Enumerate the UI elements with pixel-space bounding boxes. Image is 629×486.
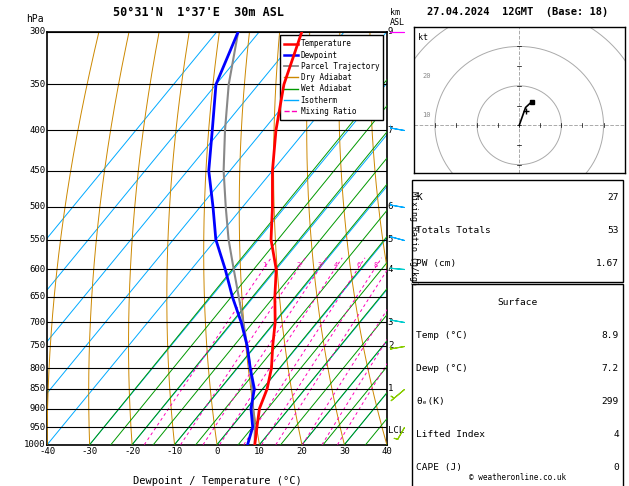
Text: 750: 750 — [30, 342, 45, 350]
Text: 450: 450 — [30, 166, 45, 175]
Text: 950: 950 — [30, 423, 45, 432]
Text: 800: 800 — [30, 364, 45, 373]
Text: 650: 650 — [30, 293, 45, 301]
Text: kt: kt — [418, 33, 428, 42]
Text: © weatheronline.co.uk: © weatheronline.co.uk — [469, 473, 566, 482]
Text: 900: 900 — [30, 404, 45, 413]
Text: 40: 40 — [381, 447, 392, 456]
Text: θₑ(K): θₑ(K) — [416, 397, 445, 406]
Text: 4: 4 — [333, 261, 338, 268]
Text: 0: 0 — [214, 447, 220, 456]
Text: 350: 350 — [30, 80, 45, 89]
Text: Dewpoint / Temperature (°C): Dewpoint / Temperature (°C) — [133, 476, 301, 486]
Text: 2: 2 — [297, 261, 301, 268]
Text: 10: 10 — [422, 112, 431, 119]
Text: -10: -10 — [167, 447, 182, 456]
Text: km
ASL: km ASL — [390, 8, 405, 27]
Text: CAPE (J): CAPE (J) — [416, 463, 462, 472]
Text: 4: 4 — [613, 430, 619, 439]
FancyBboxPatch shape — [412, 284, 623, 486]
Legend: Temperature, Dewpoint, Parcel Trajectory, Dry Adiabat, Wet Adiabat, Isotherm, Mi: Temperature, Dewpoint, Parcel Trajectory… — [280, 35, 383, 120]
Text: Temp (°C): Temp (°C) — [416, 331, 468, 340]
Text: 1.67: 1.67 — [596, 260, 619, 268]
Text: hPa: hPa — [26, 14, 44, 24]
Text: K: K — [416, 193, 422, 202]
Text: -30: -30 — [82, 447, 97, 456]
Text: 3: 3 — [318, 261, 322, 268]
Text: 27.04.2024  12GMT  (Base: 18): 27.04.2024 12GMT (Base: 18) — [427, 7, 608, 17]
Text: 7: 7 — [388, 126, 393, 135]
Text: 20: 20 — [296, 447, 308, 456]
Text: 5: 5 — [388, 235, 393, 244]
Text: 299: 299 — [602, 397, 619, 406]
Text: -40: -40 — [39, 447, 55, 456]
Text: 3: 3 — [388, 318, 393, 327]
Text: Dewp (°C): Dewp (°C) — [416, 364, 468, 373]
FancyBboxPatch shape — [412, 180, 623, 282]
Text: 7.2: 7.2 — [602, 364, 619, 373]
Text: Surface: Surface — [498, 298, 538, 307]
Text: 8: 8 — [373, 261, 377, 268]
Text: 0: 0 — [613, 463, 619, 472]
Text: 1000: 1000 — [24, 440, 45, 449]
Text: 4: 4 — [388, 265, 393, 274]
Text: 1: 1 — [262, 261, 267, 268]
Text: 300: 300 — [30, 27, 45, 36]
Text: 10: 10 — [254, 447, 265, 456]
Text: 600: 600 — [30, 265, 45, 274]
Text: Totals Totals: Totals Totals — [416, 226, 491, 235]
Text: Mixing Ratio (g/kg): Mixing Ratio (g/kg) — [409, 191, 418, 286]
Text: 9: 9 — [388, 27, 393, 36]
Text: 500: 500 — [30, 202, 45, 211]
Text: 1: 1 — [388, 384, 393, 394]
Text: 6: 6 — [357, 261, 360, 268]
Text: 20: 20 — [422, 73, 431, 79]
Text: PW (cm): PW (cm) — [416, 260, 457, 268]
Text: 2: 2 — [388, 342, 393, 350]
Text: 8.9: 8.9 — [602, 331, 619, 340]
Text: 50°31'N  1°37'E  30m ASL: 50°31'N 1°37'E 30m ASL — [113, 6, 284, 19]
Text: -20: -20 — [124, 447, 140, 456]
Text: 27: 27 — [608, 193, 619, 202]
Text: 700: 700 — [30, 318, 45, 327]
Text: 400: 400 — [30, 126, 45, 135]
Text: 53: 53 — [608, 226, 619, 235]
Text: 6: 6 — [388, 202, 393, 211]
Text: 30: 30 — [339, 447, 350, 456]
Text: 850: 850 — [30, 384, 45, 394]
Text: Lifted Index: Lifted Index — [416, 430, 486, 439]
Text: 550: 550 — [30, 235, 45, 244]
Text: LCL: LCL — [388, 426, 404, 435]
